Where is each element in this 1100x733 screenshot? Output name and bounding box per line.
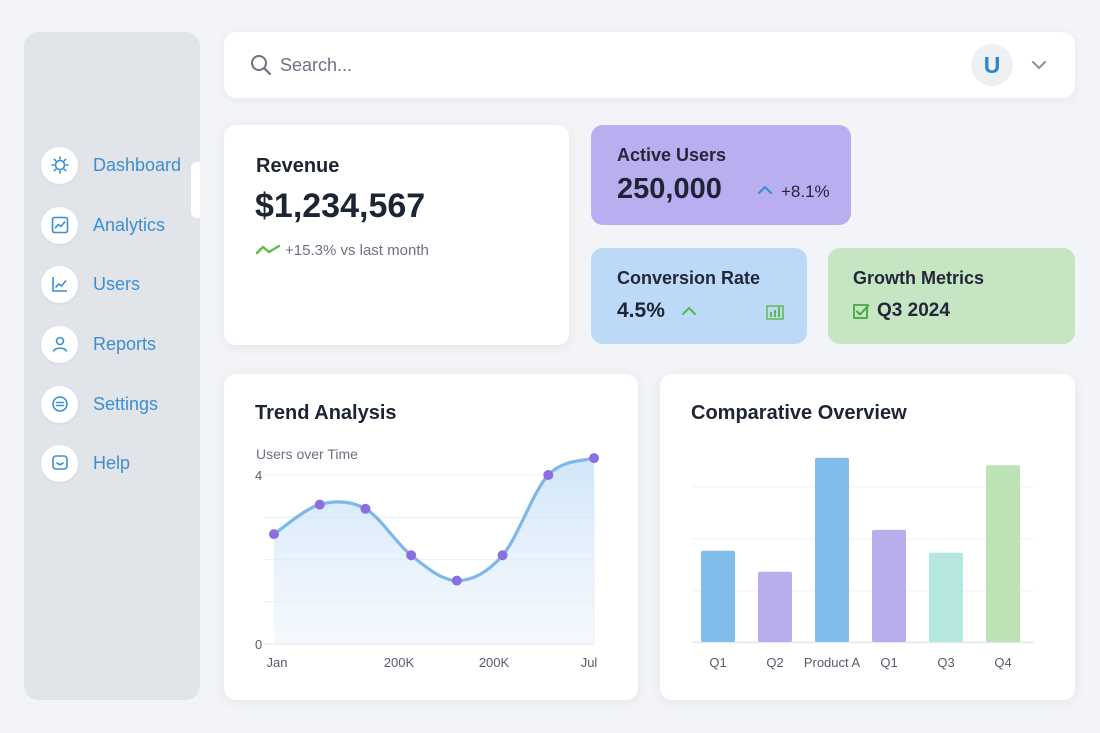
- sidebar-item-label: Reports: [93, 333, 157, 354]
- avatar[interactable]: U: [971, 44, 1013, 86]
- revenue-amount: $1,234,567: [255, 187, 426, 225]
- sidebar-item-analytics[interactable]: Analytics: [41, 205, 165, 245]
- y-tick-label: 4: [255, 468, 262, 483]
- trend-area: [274, 458, 594, 644]
- trend-subtitle: Users over Time: [256, 446, 358, 462]
- comparative-chart: Q1 Q2 Product A Q1 Q3 Q4: [692, 457, 1034, 670]
- growth-value: Q3 2024: [877, 300, 950, 321]
- compare-title: Comparative Overview: [691, 402, 907, 424]
- search-icon[interactable]: [250, 54, 272, 81]
- sidebar-item-reports[interactable]: Reports: [41, 324, 156, 364]
- trend-point: [406, 550, 417, 561]
- x-tick-label: Q3: [937, 655, 954, 670]
- growth-title: Growth Metrics: [853, 268, 985, 288]
- chevron-up-icon: [757, 183, 773, 201]
- comparative-overview-card: Comparative Overview Q1 Q2 Product A Q1 Q3 Q4: [660, 374, 1075, 700]
- y-tick-label: 0: [255, 637, 262, 652]
- revenue-change: +15.3% vs last month: [285, 242, 429, 259]
- sidebar-item-label: Dashboard: [93, 154, 182, 175]
- x-tick-label: Jul: [581, 655, 598, 670]
- revenue-card: Revenue $1,234,567 +15.3% vs last month: [224, 125, 569, 345]
- x-tick-label: Q1: [880, 655, 897, 670]
- sidebar-item-users[interactable]: Users: [41, 264, 140, 304]
- bar: [815, 457, 849, 642]
- active-users-value: 250,000: [617, 173, 722, 205]
- trend-point: [360, 503, 371, 514]
- sidebar-item-label: Help: [93, 452, 131, 473]
- conversion-title: Conversion Rate: [617, 268, 761, 288]
- trend-point: [451, 575, 462, 586]
- trend-point: [497, 550, 508, 561]
- x-tick-label: Q2: [766, 655, 783, 670]
- sidebar-item-label: Users: [93, 273, 141, 294]
- trend-line: [272, 456, 596, 583]
- x-tick-label: Product A: [804, 655, 861, 670]
- trend-point: [269, 529, 279, 540]
- bar: [701, 550, 735, 642]
- bar: [758, 571, 792, 642]
- sidebar-item-help[interactable]: Help: [41, 443, 130, 483]
- conversion-value: 4.5%: [617, 299, 665, 322]
- sidebar-item-label: Settings: [93, 393, 159, 414]
- sidebar: Dashboard Analytics Users Reports Settin…: [24, 32, 200, 700]
- x-tick-label: Jan: [267, 655, 288, 670]
- active-users-title: Active Users: [617, 145, 727, 165]
- sidebar-item-settings[interactable]: Settings: [41, 384, 158, 424]
- x-tick-label: 200K: [384, 655, 415, 670]
- bar: [986, 465, 1020, 642]
- settings-circle-icon: [41, 385, 78, 423]
- trend-point: [314, 499, 325, 510]
- search-input[interactable]: [280, 50, 880, 80]
- active-users-change: +8.1%: [781, 182, 830, 201]
- trend-chart: 4 0 Jan 200K 200K Jul: [255, 453, 599, 670]
- sun-gear-icon: [41, 146, 78, 184]
- active-users-card: Active Users 250,000 +8.1%: [591, 125, 851, 225]
- bar: [872, 529, 906, 642]
- checkbox-checked-icon: [853, 303, 870, 325]
- trend-up-icon: [255, 243, 281, 262]
- x-tick-label: 200K: [479, 655, 510, 670]
- trend-point: [589, 453, 599, 464]
- chevron-up-icon: [681, 304, 697, 322]
- growth-card: Growth Metrics Q3 2024: [828, 248, 1075, 344]
- sidebar-item-label: Analytics: [93, 214, 166, 235]
- chart-line-icon: [41, 206, 78, 244]
- top-bar: U: [224, 32, 1075, 98]
- trend-analysis-card: Trend Analysis Users over Time 4 0 Jan 200K…: [224, 374, 638, 700]
- conversion-card: Conversion Rate 4.5%: [591, 248, 807, 344]
- bar-chart-icon: [766, 302, 784, 325]
- user-icon: [41, 325, 78, 363]
- x-tick-label: Q1: [709, 655, 726, 670]
- bar: [929, 552, 963, 642]
- active-tab-indicator: [191, 162, 200, 218]
- revenue-title: Revenue: [256, 155, 340, 177]
- trend-up-icon: [41, 265, 78, 303]
- help-chat-icon: [41, 444, 78, 482]
- chevron-down-icon[interactable]: [1031, 58, 1047, 76]
- x-tick-label: Q4: [994, 655, 1011, 670]
- trend-point: [543, 470, 554, 480]
- trend-title: Trend Analysis: [255, 402, 397, 424]
- sidebar-item-dashboard[interactable]: Dashboard: [41, 145, 181, 185]
